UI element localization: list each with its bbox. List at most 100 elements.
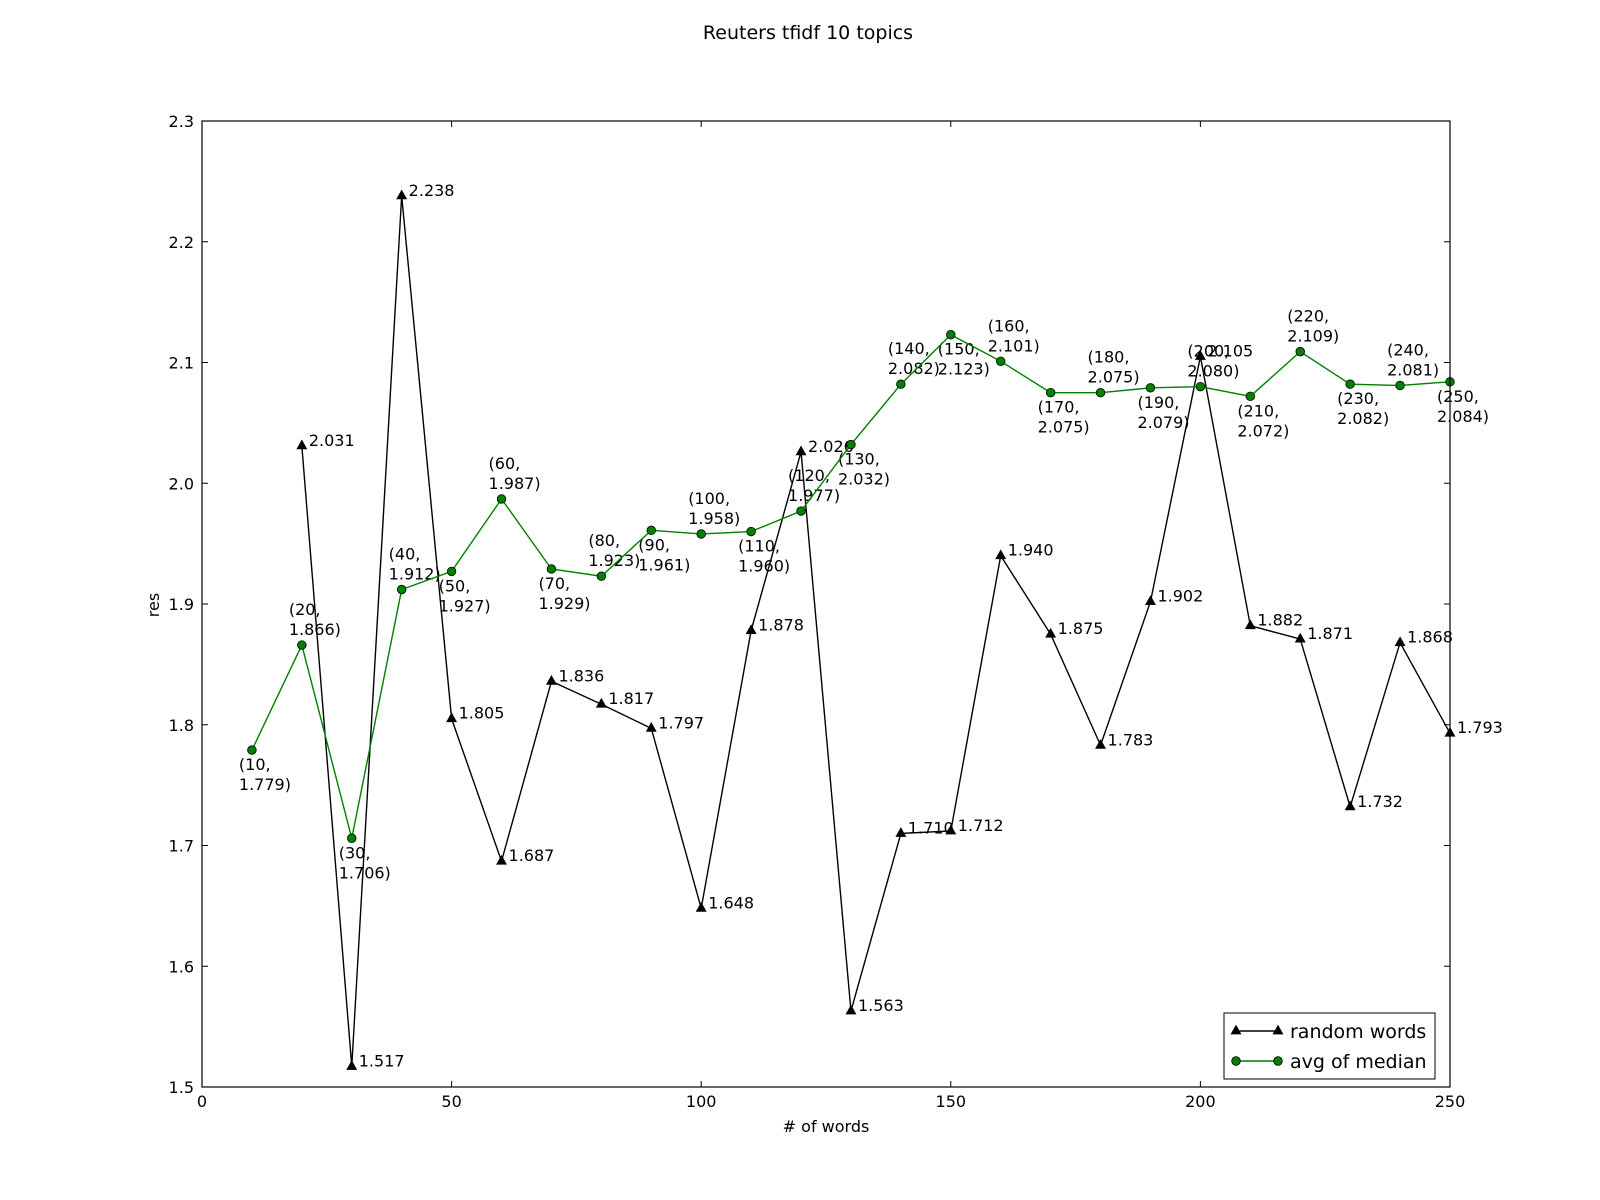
data-label-pair: (140, 2.082)	[888, 339, 940, 378]
data-point-triangle	[595, 697, 607, 708]
data-point-triangle	[995, 549, 1007, 560]
data-point-circle	[297, 640, 307, 650]
data-point-circle	[1245, 391, 1256, 402]
data-point-circle	[846, 439, 856, 450]
data-label-pair: (50, 1.927)	[439, 576, 491, 615]
data-label-line: 1.706)	[339, 863, 391, 882]
x-tick-label: 100	[686, 1092, 717, 1111]
data-point-triangle	[645, 722, 657, 732]
data-label: 1.712	[958, 816, 1004, 835]
data-point-triangle	[1394, 636, 1406, 647]
data-label-pair: (250, 2.084)	[1437, 387, 1489, 426]
data-label-pair: (220, 2.109)	[1287, 307, 1339, 346]
data-label-line: (20,	[289, 600, 321, 619]
data-label: 1.793	[1457, 718, 1503, 737]
data-label-line: (200,	[1187, 342, 1229, 361]
y-tick-label: 1.7	[169, 837, 194, 856]
data-label-line: 2.082)	[1337, 409, 1389, 428]
data-label: 1.878	[758, 616, 804, 635]
series-random-words	[296, 189, 1456, 1070]
data-label: 1.648	[708, 893, 754, 912]
data-point-triangle	[545, 674, 557, 685]
data-label-line: (150,	[938, 340, 980, 359]
data-point-circle	[546, 564, 557, 574]
y-tick-label: 1.9	[169, 595, 194, 614]
data-label-pair: (40, 1.912)	[389, 545, 441, 584]
data-point-triangle	[695, 901, 707, 912]
data-label-line: 2.109)	[1287, 327, 1339, 346]
data-label-line: (10,	[239, 755, 271, 774]
data-point-triangle	[1194, 350, 1206, 360]
data-label-line: 1.929)	[538, 594, 590, 613]
data-label-line: 1.779)	[239, 775, 291, 794]
data-label-line: (80,	[588, 531, 620, 550]
data-point-circle	[396, 584, 407, 595]
series-layer	[247, 189, 1456, 1070]
data-label-line: (100,	[688, 489, 730, 508]
data-point-circle	[1145, 383, 1156, 393]
data-label-pair: (160, 2.101)	[988, 316, 1040, 355]
data-label-pair: (110, 1.960)	[738, 537, 790, 576]
data-label-line: (140,	[888, 339, 930, 358]
data-label-line: 2.079)	[1137, 413, 1189, 432]
y-tick-label: 2.2	[169, 233, 194, 252]
data-point-circle	[596, 571, 607, 581]
data-label: 1.783	[1108, 730, 1154, 749]
data-label-line: 1.866)	[289, 620, 341, 639]
series-avg-of-median	[247, 330, 1455, 843]
data-label-line: (90,	[638, 535, 670, 554]
data-label-pair: (80, 1.923)	[588, 531, 640, 570]
legend-marker-circle	[1273, 1056, 1283, 1066]
data-point-triangle	[296, 439, 308, 450]
data-label-pair: (130, 2.032)	[838, 450, 890, 489]
data-point-circle	[446, 566, 457, 577]
data-label-pair: (240, 2.081)	[1387, 340, 1439, 379]
legend-marker-triangle	[1272, 1024, 1284, 1035]
data-label-pair: (90, 1.961)	[638, 535, 690, 574]
legend-marker-circle	[1231, 1056, 1241, 1066]
data-point-triangle	[446, 712, 458, 723]
data-point-triangle	[845, 1004, 857, 1015]
y-axis-label: res	[144, 593, 163, 617]
y-tick-label: 1.5	[169, 1078, 194, 1097]
data-label: 2.031	[309, 431, 355, 450]
data-label-line: 1.923)	[588, 551, 640, 570]
data-label-line: (110,	[738, 537, 780, 556]
data-label-pair: (100, 1.958)	[688, 489, 740, 528]
data-point-circle	[896, 379, 906, 389]
data-label-line: (240,	[1387, 340, 1429, 359]
data-label-line: (210,	[1237, 401, 1279, 420]
data-point-circle	[496, 494, 507, 504]
data-point-circle	[1095, 387, 1106, 398]
data-label-line: 2.084)	[1437, 407, 1489, 426]
data-label-pair: (20, 1.866)	[289, 600, 341, 639]
data-label-line: (30,	[339, 843, 371, 862]
legend: random words avg of median	[1223, 1012, 1436, 1080]
data-label: 1.563	[858, 996, 904, 1015]
data-label: 1.805	[459, 704, 505, 723]
data-label-line: 2.080)	[1187, 362, 1239, 381]
data-label-pair: (170, 2.075)	[1038, 398, 1090, 437]
data-point-triangle	[1244, 619, 1256, 630]
data-point-circle	[1295, 346, 1305, 357]
data-point-triangle	[945, 824, 957, 835]
series-line	[301, 195, 1451, 1067]
legend-box	[1223, 1012, 1436, 1080]
data-label-pair: (210, 2.072)	[1237, 401, 1289, 440]
data-label: 1.902	[1157, 587, 1203, 606]
data-point-circle	[1045, 387, 1056, 398]
data-label-line: 1.977)	[788, 486, 840, 505]
data-label-line: 1.958)	[688, 509, 740, 528]
data-point-circle	[996, 356, 1006, 366]
x-tick-label: 150	[936, 1092, 967, 1111]
data-label-pair: (10, 1.779)	[239, 755, 291, 794]
data-point-circle	[347, 833, 357, 843]
data-label: 1.940	[1008, 541, 1054, 560]
data-point-triangle	[745, 624, 757, 634]
data-point-triangle	[396, 189, 408, 200]
x-tick-label: 250	[1435, 1092, 1466, 1111]
data-label: 2.105	[1207, 341, 1253, 360]
data-label: 1.732	[1357, 792, 1403, 811]
data-label-line: (170,	[1038, 398, 1080, 417]
data-label: 1.871	[1307, 624, 1353, 643]
